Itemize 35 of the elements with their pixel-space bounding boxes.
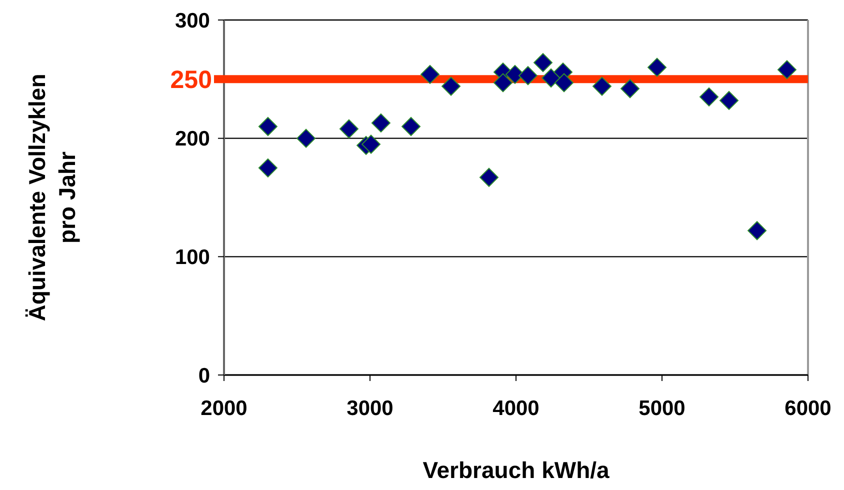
point: [442, 76, 461, 96]
point: [748, 221, 767, 240]
x-tick-label: 2000: [200, 397, 248, 420]
point: [720, 90, 739, 110]
point: [339, 119, 358, 138]
point: [554, 73, 574, 92]
x-tick-label: 4000: [492, 397, 540, 420]
y-tick-label: 300: [174, 9, 210, 32]
point: [371, 113, 390, 132]
x-tick-label: 5000: [638, 397, 686, 420]
point: [542, 68, 561, 88]
y-tick-label: 0: [198, 364, 210, 388]
y-tick-label: 100: [174, 246, 210, 270]
x-tick-label: 3000: [346, 397, 394, 420]
point: [479, 168, 498, 187]
ref-line-label: 250: [170, 66, 212, 94]
point: [620, 79, 640, 98]
point: [592, 76, 612, 96]
point: [505, 64, 524, 84]
point: [518, 66, 538, 86]
point: [420, 64, 440, 84]
point: [362, 134, 381, 154]
y-axis-title: Äquivalente Vollzyklen pro Jahr: [24, 74, 80, 322]
point: [700, 87, 719, 106]
point: [402, 117, 421, 136]
x-tick-label: 6000: [784, 397, 832, 420]
point: [296, 128, 316, 148]
point: [777, 60, 796, 80]
y-tick-label: 200: [174, 128, 210, 151]
point: [258, 117, 278, 136]
point: [494, 73, 513, 92]
point: [534, 53, 553, 72]
point: [648, 58, 667, 77]
point: [258, 158, 278, 178]
x-axis-title: Verbrauch kWh/a: [422, 457, 610, 483]
